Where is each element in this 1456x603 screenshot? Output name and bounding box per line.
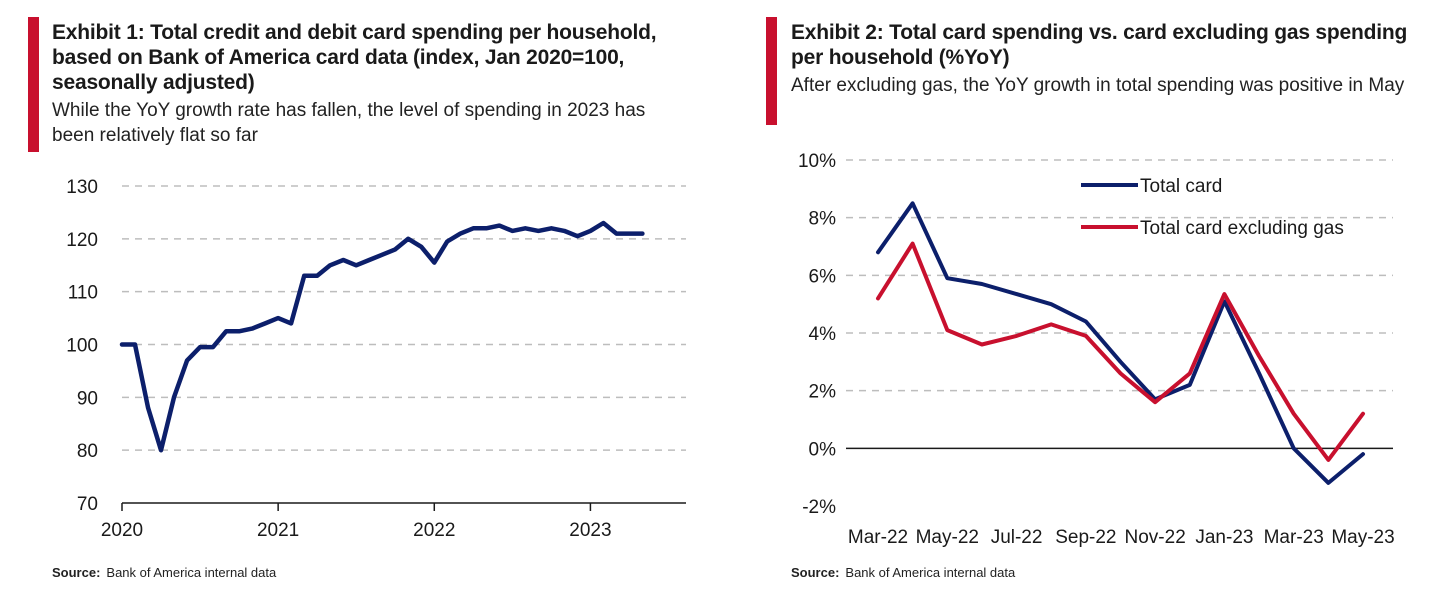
exhibit-1-accent-bar [28, 17, 39, 152]
y-tick-label: 120 [66, 230, 98, 251]
y-tick-label: 110 [68, 283, 98, 304]
y-tick-label: 6% [809, 266, 837, 287]
exhibit-2-source-text: Bank of America internal data [845, 565, 1016, 580]
exhibit-2: Exhibit 2: Total card spending vs. card … [728, 0, 1456, 603]
legend-label: Total card [1140, 176, 1222, 197]
x-tick-label: 2021 [257, 520, 299, 541]
series-line [876, 201, 1365, 485]
x-tick-label: 2023 [569, 520, 611, 541]
x-tick-label: Jan-23 [1195, 527, 1253, 548]
series-line [876, 241, 1365, 462]
x-tick-label: Mar-22 [848, 527, 908, 548]
x-tick-label: 2020 [101, 520, 143, 541]
exhibit-1-chart: 70 80 90 100 110 120 130 2020 2021 2022 2023 [66, 177, 686, 541]
x-tick-label: Sep-22 [1055, 527, 1116, 548]
y-tick-label: 70 [77, 494, 98, 515]
y-tick-label: 90 [77, 388, 98, 409]
y-tick-label: -2% [802, 497, 836, 518]
exhibit-2-subtitle: After excluding gas, the YoY growth in t… [791, 75, 1405, 96]
y-tick-label: 2% [809, 382, 837, 403]
x-tick-label: May-23 [1331, 527, 1394, 548]
y-tick-label: 0% [809, 439, 837, 460]
x-tick-label: Jul-22 [991, 527, 1043, 548]
exhibit-2-accent-bar [766, 17, 777, 125]
exhibit-2-title: Exhibit 2: Total card spending vs. card … [791, 21, 1408, 69]
exhibit-2-source-label: Source: [791, 565, 840, 580]
x-tick-label: Mar-23 [1264, 527, 1324, 548]
series-line-index [119, 220, 645, 453]
x-tick-label: Nov-22 [1125, 527, 1186, 548]
x-tick-label: 2022 [413, 520, 455, 541]
y-tick-label: 100 [66, 336, 98, 357]
exhibit-1-source: Source: Bank of America internal data [52, 565, 276, 580]
exhibit-1-subtitle: While the YoY growth rate has fallen, th… [52, 100, 646, 146]
exhibit-2-chart: -2% 0% 2% 4% 6% 8% 10% Mar-22 May-22 Jul-22 Sep-22… [798, 151, 1395, 548]
legend-label: Total card excluding gas [1140, 218, 1344, 239]
exhibit-1-source-label: Source: [52, 565, 101, 580]
y-tick-label: 130 [66, 177, 98, 198]
exhibit-1: Exhibit 1: Total credit and debit card s… [0, 0, 700, 603]
y-tick-label: 80 [77, 441, 98, 462]
exhibit-1-title: Exhibit 1: Total credit and debit card s… [52, 21, 657, 94]
x-tick-label: May-22 [916, 527, 979, 548]
y-tick-label: 10% [798, 151, 836, 172]
y-tick-label: 8% [809, 209, 837, 230]
exhibit-1-source-text: Bank of America internal data [106, 565, 277, 580]
y-tick-label: 4% [809, 324, 837, 345]
exhibit-2-source: Source: Bank of America internal data [791, 565, 1015, 580]
